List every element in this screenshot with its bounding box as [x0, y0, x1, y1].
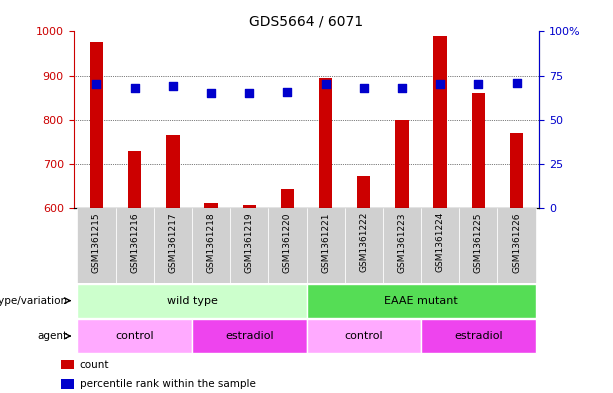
Bar — [306, 319, 421, 353]
Bar — [61, 379, 74, 389]
Bar — [154, 208, 192, 283]
Bar — [459, 208, 497, 283]
Bar — [497, 208, 536, 283]
Bar — [77, 319, 192, 353]
Bar — [357, 176, 370, 208]
Text: control: control — [345, 331, 383, 341]
Point — [206, 90, 216, 96]
Text: GSM1361217: GSM1361217 — [169, 212, 177, 273]
Bar — [281, 189, 294, 208]
Bar — [230, 208, 268, 283]
Text: GSM1361218: GSM1361218 — [207, 212, 216, 273]
Bar — [61, 360, 74, 369]
Point — [473, 81, 483, 88]
Text: GSM1361215: GSM1361215 — [92, 212, 101, 273]
Point — [245, 90, 254, 96]
Text: estradiol: estradiol — [454, 331, 503, 341]
Text: wild type: wild type — [167, 296, 218, 306]
Bar — [421, 319, 536, 353]
Bar — [166, 135, 180, 208]
Title: GDS5664 / 6071: GDS5664 / 6071 — [249, 15, 364, 29]
Bar — [471, 93, 485, 208]
Text: GSM1361223: GSM1361223 — [397, 212, 406, 272]
Bar — [204, 203, 218, 208]
Bar — [433, 36, 447, 208]
Point — [359, 85, 368, 91]
Text: agent: agent — [37, 331, 67, 341]
Text: GSM1361222: GSM1361222 — [359, 212, 368, 272]
Bar — [192, 319, 306, 353]
Bar — [89, 42, 103, 208]
Text: GSM1361216: GSM1361216 — [130, 212, 139, 273]
Bar — [77, 208, 116, 283]
Text: genotype/variation: genotype/variation — [0, 296, 67, 306]
Bar — [395, 120, 409, 208]
Text: GSM1361225: GSM1361225 — [474, 212, 483, 272]
Bar — [306, 284, 536, 318]
Text: percentile rank within the sample: percentile rank within the sample — [80, 379, 256, 389]
Bar — [243, 205, 256, 208]
Point — [91, 81, 101, 88]
Bar — [77, 284, 306, 318]
Bar — [128, 151, 142, 208]
Point — [283, 88, 292, 95]
Bar — [192, 208, 230, 283]
Bar — [383, 208, 421, 283]
Point — [168, 83, 178, 90]
Text: EAAE mutant: EAAE mutant — [384, 296, 458, 306]
Bar — [421, 208, 459, 283]
Bar — [268, 208, 306, 283]
Bar — [510, 133, 524, 208]
Bar — [319, 78, 332, 208]
Text: GSM1361219: GSM1361219 — [245, 212, 254, 273]
Text: GSM1361226: GSM1361226 — [512, 212, 521, 272]
Point — [397, 85, 407, 91]
Bar — [306, 208, 345, 283]
Text: estradiol: estradiol — [225, 331, 273, 341]
Text: GSM1361224: GSM1361224 — [436, 212, 444, 272]
Text: GSM1361220: GSM1361220 — [283, 212, 292, 272]
Point — [321, 81, 330, 88]
Point — [130, 85, 140, 91]
Text: count: count — [80, 360, 109, 370]
Text: control: control — [115, 331, 154, 341]
Text: GSM1361221: GSM1361221 — [321, 212, 330, 272]
Point — [435, 81, 445, 88]
Bar — [116, 208, 154, 283]
Bar — [345, 208, 383, 283]
Point — [512, 79, 522, 86]
